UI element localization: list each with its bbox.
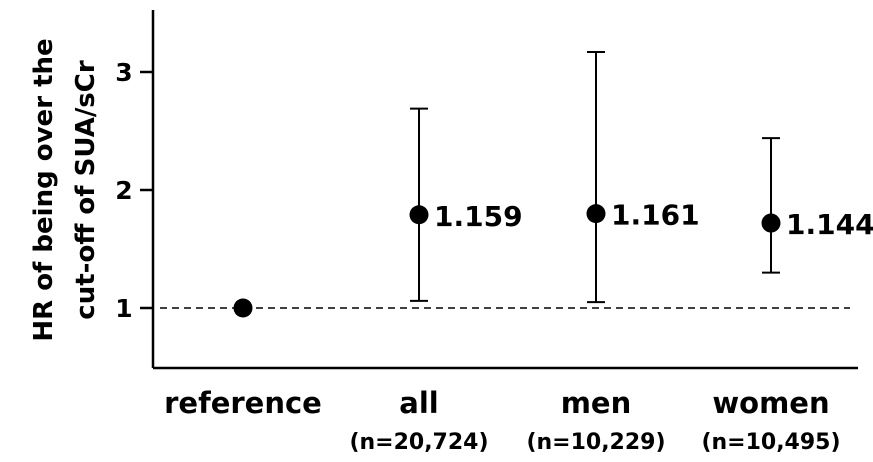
n-label-all: (n=20,724): [349, 430, 488, 455]
group-men: 1.161 men (n=10,229): [526, 50, 700, 455]
y-tick-label-2: 2: [115, 176, 132, 205]
y-axis-title-line-1: HR of being over the: [29, 38, 59, 341]
value-label-men: 1.161: [611, 199, 700, 232]
point-women: [761, 213, 781, 233]
n-label-women: (n=10,495): [701, 430, 840, 455]
y-axis-title-line-2: cut-off of SUA/sCr: [71, 60, 101, 320]
category-label-men: men: [561, 386, 632, 420]
y-tick-label-1: 1: [115, 294, 132, 323]
category-label-women: women: [712, 386, 829, 420]
group-all: 1.159 all (n=20,724): [349, 107, 523, 455]
point-men: [586, 204, 606, 224]
point-all: [409, 205, 429, 225]
value-label-all: 1.159: [434, 200, 523, 233]
n-label-men: (n=10,229): [526, 430, 665, 455]
y-tick-label-3: 3: [115, 58, 132, 87]
group-women: 1.144 women (n=10,495): [701, 137, 873, 455]
point-reference: [233, 298, 253, 318]
category-label-reference: reference: [164, 386, 322, 420]
value-label-women: 1.144: [786, 208, 873, 241]
category-label-all: all: [399, 386, 438, 420]
group-reference: reference: [164, 298, 322, 420]
